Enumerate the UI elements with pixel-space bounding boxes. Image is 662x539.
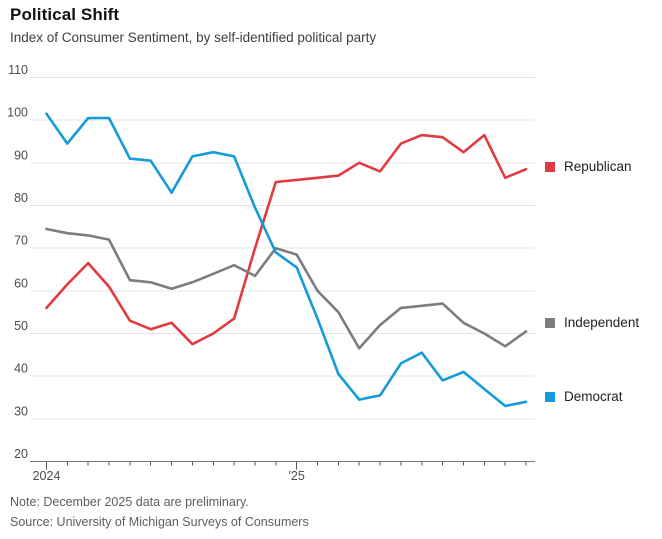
svg-text:60: 60 <box>14 276 28 290</box>
democrat-swatch <box>545 391 555 402</box>
svg-text:'25: '25 <box>289 469 305 483</box>
svg-text:30: 30 <box>14 404 28 418</box>
republican-swatch <box>545 161 555 172</box>
chart-subtitle: Index of Consumer Sentiment, by self-ide… <box>10 30 377 45</box>
independent-swatch <box>545 317 555 328</box>
legend-label-democrat: Democrat <box>564 389 623 404</box>
legend-label-republican: Republican <box>564 159 632 174</box>
legend-item-democrat: Democrat <box>545 389 623 404</box>
svg-text:70: 70 <box>14 234 28 248</box>
svg-text:20: 20 <box>14 447 28 461</box>
chart-source: Source: University of Michigan Surveys o… <box>10 515 309 529</box>
svg-text:40: 40 <box>14 362 28 376</box>
legend-label-independent: Independent <box>564 315 640 330</box>
legend-item-republican: Republican <box>545 159 632 174</box>
svg-text:2024: 2024 <box>33 469 61 483</box>
svg-text:50: 50 <box>14 319 28 333</box>
svg-text:100: 100 <box>7 106 28 120</box>
svg-text:90: 90 <box>14 148 28 162</box>
svg-text:80: 80 <box>14 191 28 205</box>
chart-title: Political Shift <box>10 5 120 24</box>
chart-note: Note: December 2025 data are preliminary… <box>10 495 249 509</box>
legend-item-independent: Independent <box>545 315 639 330</box>
svg-text:110: 110 <box>8 63 28 77</box>
